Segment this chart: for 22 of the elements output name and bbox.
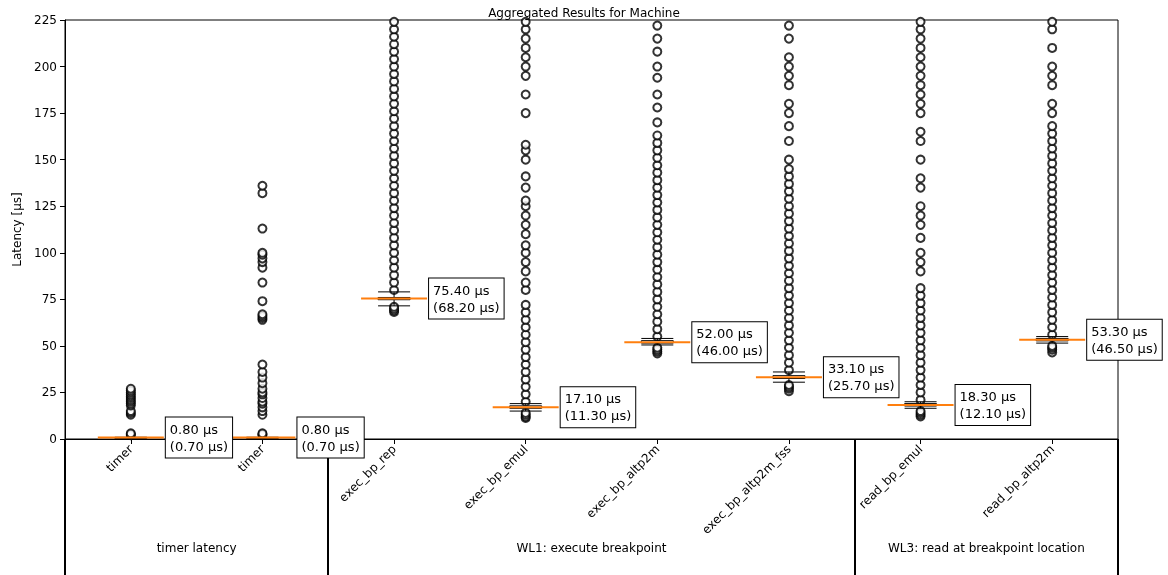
y-tick-label: 25	[41, 385, 57, 400]
text: WL3: read at breakpoint location	[887, 541, 1085, 555]
text: 52.00 µs (46.00 µs)	[696, 326, 763, 359]
text: 75.40 µs (68.20 µs)	[433, 282, 500, 315]
y-tick-label: 175	[34, 106, 57, 121]
chart-title: Aggregated Results for Machine	[488, 6, 680, 20]
text: timer latency	[156, 541, 237, 555]
text: 17.10 µs (11.30 µs)	[564, 391, 632, 424]
text: 18.30 µs (12.10 µs)	[959, 388, 1027, 421]
text: 0.80 µs (0.70 µs)	[169, 421, 229, 454]
y-tick-label: 50	[41, 338, 57, 353]
y-tick-label: 225	[34, 13, 57, 27]
text: 33.10 µs (25.70 µs)	[827, 361, 895, 394]
y-tick-label: 125	[34, 199, 57, 214]
y-tick-label: 75	[41, 292, 57, 307]
text: WL1: execute breakpoint	[516, 541, 667, 555]
y-tick-label: 200	[34, 59, 57, 74]
text: 53.30 µs (46.50 µs)	[1091, 323, 1158, 356]
y-tick-label: 0	[49, 432, 57, 446]
y-tick-label: 150	[34, 152, 57, 167]
y-axis-title: Latency [µs]	[10, 192, 25, 267]
y-tick-label: 100	[34, 245, 57, 260]
